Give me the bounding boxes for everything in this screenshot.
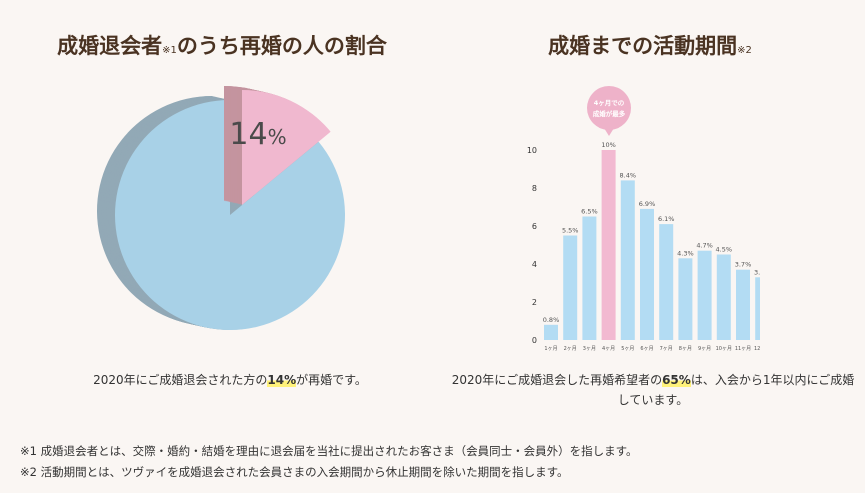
bar — [736, 269, 750, 340]
bar-value-label: 6.5% — [581, 208, 598, 216]
right-caption: 2020年にご成婚退会した再婚希望者の65%は、入会から1年以内にご成婚 していま… — [448, 370, 858, 410]
bar-value-label: 5.5% — [562, 227, 579, 235]
x-tick-label: 12ヶ月 — [754, 346, 760, 352]
bar — [582, 216, 597, 340]
bar-value-label: 0.8% — [543, 316, 560, 324]
x-tick-label: 11ヶ月 — [735, 346, 751, 352]
bar — [620, 180, 635, 340]
bar-value-label: 10% — [601, 141, 615, 149]
bar — [755, 277, 760, 340]
activity-period-bar-chart: 4ヶ月での 成婚が最多 0 2 4 6 8 10 0.8% 5.5% 6.5% 10% 8.4% 6… — [527, 86, 760, 352]
left-caption-text-end: が再婚です。 — [296, 373, 367, 387]
footnote-1: ※1 成婚退会者とは、交際・婚約・結婚を理由に退会届を当社に提出されたお客さま（… — [20, 444, 638, 458]
left-title-main-1: 成婚退会者 — [57, 34, 163, 58]
callout-line-2: 成婚が最多 — [593, 109, 626, 118]
bar — [659, 224, 674, 340]
footnotes: ※1 成婚退会者とは、交際・婚約・結婚を理由に退会届を当社に提出されたお客さま（… — [20, 441, 637, 483]
x-tick-label: 9ヶ月 — [698, 346, 711, 352]
x-tick-label: 8ヶ月 — [679, 346, 692, 352]
x-tick-label: 10ヶ月 — [716, 346, 732, 352]
left-chart-title: 成婚退会者※1のうち再婚の人の割合 — [57, 30, 387, 60]
bar — [544, 324, 558, 340]
bar-value-label: 8.4% — [620, 171, 637, 179]
right-caption-text: 2020年にご成婚退会した再婚希望者の — [451, 373, 663, 387]
bar-value-label: 4.5% — [716, 246, 733, 254]
pie-slice-main — [114, 100, 345, 330]
left-title-note: ※1 — [162, 45, 177, 56]
bar — [678, 258, 693, 340]
y-tick-label: 8 — [532, 184, 537, 193]
x-tick-label: 1ヶ月 — [544, 346, 557, 352]
callout-bubble — [587, 86, 631, 130]
x-tick-label: 7ヶ月 — [660, 346, 673, 352]
y-tick-label: 2 — [532, 298, 537, 307]
most-common-callout: 4ヶ月での 成婚が最多 — [587, 86, 631, 136]
right-caption-line-2: しています。 — [617, 393, 689, 407]
x-tick-label: 5ヶ月 — [621, 346, 634, 352]
right-caption-highlight: 65% — [662, 373, 691, 387]
left-caption: 2020年にご成婚退会された方の14%が再婚です。 — [90, 370, 370, 390]
left-caption-text: 2020年にご成婚退会された方の — [93, 373, 268, 387]
y-tick-label: 4 — [532, 260, 537, 269]
bar-value-label: 6.1% — [658, 215, 675, 223]
left-title-main-2: のうち再婚の人の割合 — [176, 34, 387, 58]
bar-value-label: 4.3% — [677, 249, 694, 257]
right-title-main: 成婚までの活動期間 — [548, 34, 738, 58]
bar — [563, 235, 578, 340]
x-tick-label: 2ヶ月 — [564, 346, 577, 352]
callout-line-1: 4ヶ月での — [594, 99, 625, 107]
y-tick-label: 0 — [532, 336, 537, 345]
y-tick-label: 10 — [527, 146, 537, 155]
bar-value-label: 4.7% — [696, 242, 713, 250]
left-caption-highlight: 14% — [267, 373, 297, 387]
y-tick-label: 6 — [532, 222, 537, 231]
bar-value-label: 3.3% — [754, 268, 760, 276]
x-tick-label: 6ヶ月 — [640, 346, 653, 352]
pie-slice-highlight — [242, 90, 331, 205]
x-tick-label: 4ヶ月 — [602, 346, 615, 352]
right-caption-text-end: は、入会から1年以内にご成婚 — [690, 373, 855, 387]
bar — [716, 254, 731, 340]
callout-pointer — [604, 128, 614, 136]
right-title-note: ※2 — [737, 45, 752, 56]
pie-percent-label: 14% — [229, 117, 286, 152]
right-chart-title: 成婚までの活動期間※2 — [548, 30, 752, 60]
x-tick-label: 3ヶ月 — [583, 346, 596, 352]
remarriage-pie-chart: 14% — [96, 86, 345, 330]
bar — [697, 250, 712, 340]
bar — [640, 208, 654, 340]
bar — [601, 150, 616, 340]
bar-value-label: 3.7% — [735, 261, 752, 269]
bar-value-label: 6.9% — [639, 200, 656, 208]
footnote-2: ※2 活動期間とは、ツヴァイを成婚退会された会員さまの入会期間から休止期間を除い… — [20, 465, 569, 479]
